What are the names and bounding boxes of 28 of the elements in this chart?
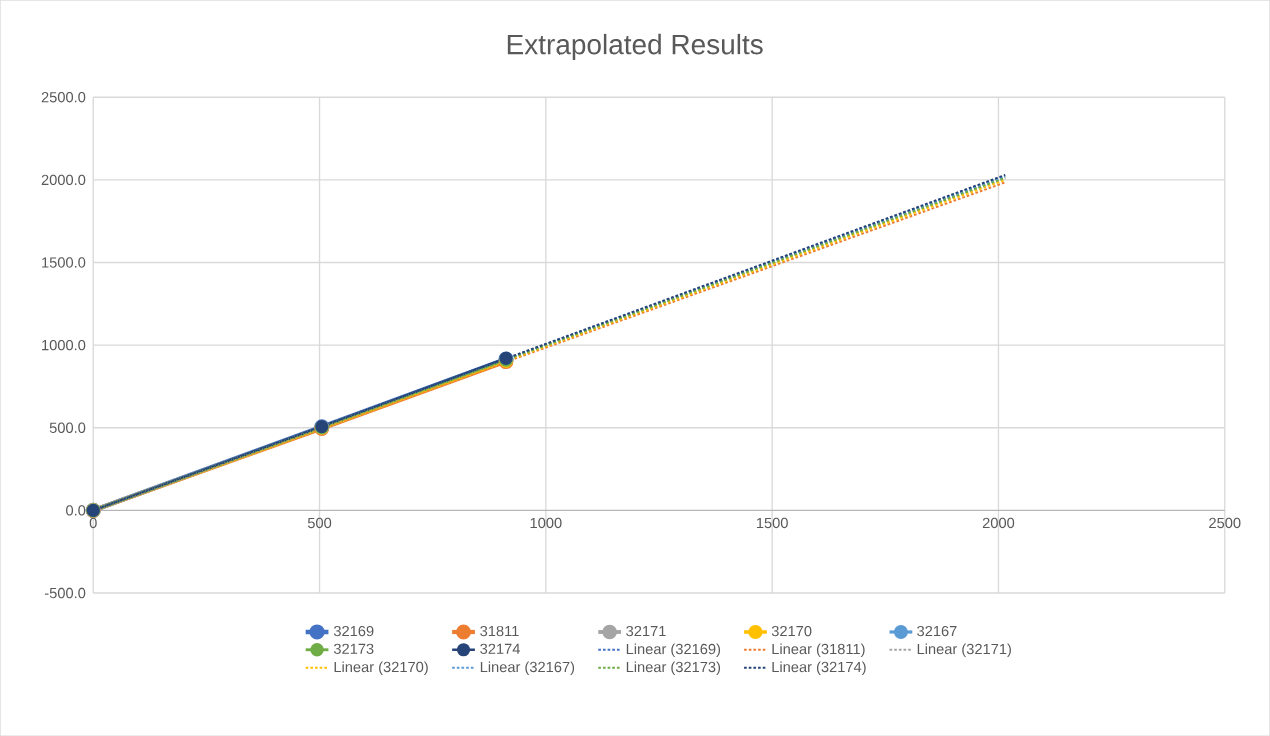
legend-label: 32167 <box>917 625 957 637</box>
y-tick-label: 2000.0 <box>41 174 86 185</box>
chart-title: Extrapolated Results <box>507 33 763 60</box>
y-tick-label: 1000.0 <box>42 339 86 351</box>
y-tick-label: 1500.0 <box>42 257 86 268</box>
legend-label: Linear (32169) <box>626 643 721 657</box>
legend-label: 32173 <box>333 643 374 654</box>
legend-label: Linear (31811) <box>772 643 865 657</box>
x-tick-label: 0 <box>89 517 97 529</box>
legend-label: Linear (32170) <box>334 661 428 675</box>
x-tick-label: 1000 <box>530 517 562 529</box>
legend-label: 31811 <box>480 625 519 637</box>
x-tick-label: 2500 <box>1209 517 1241 529</box>
legend-label: Linear (32174) <box>772 661 866 675</box>
y-tick-label: 2500.0 <box>41 91 86 103</box>
y-tick-label: 0.0 <box>66 505 86 516</box>
legend-label: 32174 <box>480 643 520 654</box>
x-tick-label: 500 <box>307 517 332 529</box>
legend-label: 32169 <box>333 625 374 637</box>
y-tick-label: 500.0 <box>49 422 86 433</box>
y-tick-label: -500.0 <box>44 587 86 599</box>
x-tick-label: 1500 <box>756 517 788 529</box>
legend-label: Linear (32167) <box>480 661 575 675</box>
legend-label: 32170 <box>771 625 812 637</box>
x-tick-label: 2000 <box>982 517 1015 529</box>
legend-label: 32171 <box>626 625 666 637</box>
legend-label: Linear (32173) <box>626 661 721 675</box>
legend-label: Linear (32171) <box>917 643 1011 657</box>
